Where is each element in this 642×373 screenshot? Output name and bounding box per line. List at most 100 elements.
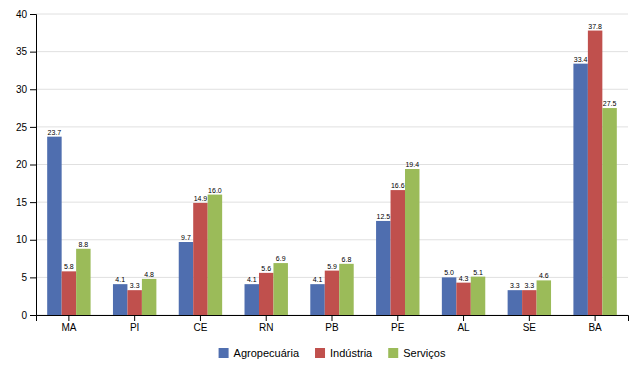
bar — [456, 283, 470, 315]
y-tick: 25 — [16, 122, 36, 133]
x-tick: PB — [325, 315, 339, 333]
tick-label: MA — [61, 322, 76, 333]
bar — [142, 279, 156, 315]
y-tick: 5 — [21, 272, 36, 283]
grid — [36, 14, 628, 315]
tick-label: 30 — [16, 84, 28, 95]
bar — [62, 271, 76, 315]
x-tick: SE — [523, 315, 537, 333]
data-label: 3.3 — [510, 282, 520, 289]
bar-series — [62, 31, 603, 315]
tick-label: 35 — [16, 46, 28, 57]
bar — [588, 31, 602, 315]
tick-label: BA — [588, 322, 602, 333]
tick-mark — [332, 315, 333, 321]
data-label: 6.9 — [276, 255, 286, 262]
grid-line — [36, 126, 628, 127]
legend-swatch — [315, 348, 325, 358]
data-labels: 23.74.19.74.14.112.55.03.333.45.83.314.9… — [48, 23, 617, 290]
tick-mark — [30, 277, 36, 278]
tick-mark — [30, 89, 36, 90]
grid-line — [36, 51, 628, 52]
bar — [376, 221, 390, 315]
bar — [259, 273, 273, 315]
x-tick: PE — [391, 315, 405, 333]
x-tick: MA — [61, 315, 76, 333]
bar — [602, 108, 616, 315]
y-tick: 20 — [16, 159, 36, 170]
bar — [113, 284, 127, 315]
data-label: 16.0 — [208, 187, 222, 194]
tick-label: CE — [193, 322, 207, 333]
tick-label: AL — [457, 322, 470, 333]
bar — [325, 271, 339, 315]
tick-mark — [397, 315, 398, 321]
tick-mark — [30, 165, 36, 166]
legend-label: Agropecuária — [234, 347, 300, 359]
tick-mark — [463, 315, 464, 321]
bar — [310, 284, 324, 315]
data-label: 12.5 — [376, 213, 390, 220]
legend: Agropecuária Indústria Serviços — [219, 347, 446, 359]
bar — [442, 277, 456, 315]
bar — [537, 280, 551, 315]
y-axis: 0 5 10 15 20 25 30 35 40 — [16, 9, 37, 321]
tick-mark — [68, 315, 69, 321]
data-label: 9.7 — [181, 234, 191, 241]
bar — [573, 64, 587, 315]
data-label: 5.8 — [64, 263, 74, 270]
y-tick: 35 — [16, 46, 36, 57]
bar — [193, 203, 207, 315]
tick-label: 0 — [21, 310, 27, 321]
tick-label: PE — [391, 322, 405, 333]
axis-line — [30, 15, 37, 316]
data-label: 5.0 — [444, 269, 454, 276]
legend-item: Serviços — [388, 347, 446, 359]
x-tick: RN — [259, 315, 273, 333]
x-tick: BA — [588, 315, 602, 333]
legend-swatch — [388, 348, 398, 358]
data-label: 19.4 — [405, 161, 419, 168]
chart: 0510152025303540MAPICERNPBPEALSEBA23.74.… — [0, 0, 642, 373]
y-tick: 15 — [16, 197, 36, 208]
x-axis: MAPICERNPBPEALSEBA — [37, 315, 629, 333]
grid-line — [36, 14, 628, 15]
y-tick: 10 — [16, 234, 36, 245]
tick-label: 20 — [16, 159, 28, 170]
bar — [273, 263, 287, 315]
legend-item: Indústria — [315, 347, 373, 359]
grid-line — [36, 164, 628, 165]
data-label: 37.8 — [588, 23, 602, 30]
bar — [508, 290, 522, 315]
data-label: 16.6 — [391, 182, 405, 189]
tick-label: 10 — [16, 234, 28, 245]
tick-label: PB — [325, 322, 339, 333]
grid-line — [36, 89, 628, 90]
data-label: 5.9 — [327, 263, 337, 270]
bars — [47, 31, 617, 315]
x-tick: CE — [193, 315, 207, 333]
tick-label: 15 — [16, 197, 28, 208]
tick-mark — [30, 315, 36, 316]
data-label: 4.3 — [459, 275, 469, 282]
tick-mark — [529, 315, 530, 321]
data-label: 5.1 — [473, 269, 483, 276]
tick-mark — [30, 14, 36, 15]
data-label: 6.8 — [342, 256, 352, 263]
bar — [339, 264, 353, 315]
tick-label: 25 — [16, 122, 28, 133]
data-label: 3.3 — [524, 282, 534, 289]
data-label: 4.1 — [313, 276, 323, 283]
y-tick: 40 — [16, 9, 36, 20]
legend-label: Indústria — [330, 347, 373, 359]
tick-label: 40 — [16, 9, 28, 20]
data-label: 4.1 — [115, 276, 125, 283]
tick-mark — [30, 240, 36, 241]
grid-line — [36, 202, 628, 203]
x-tick: AL — [457, 315, 470, 333]
data-label: 8.8 — [78, 241, 88, 248]
data-label: 3.3 — [130, 282, 140, 289]
tick-mark — [266, 315, 267, 321]
tick-mark — [200, 315, 201, 321]
data-label: 33.4 — [574, 56, 588, 63]
